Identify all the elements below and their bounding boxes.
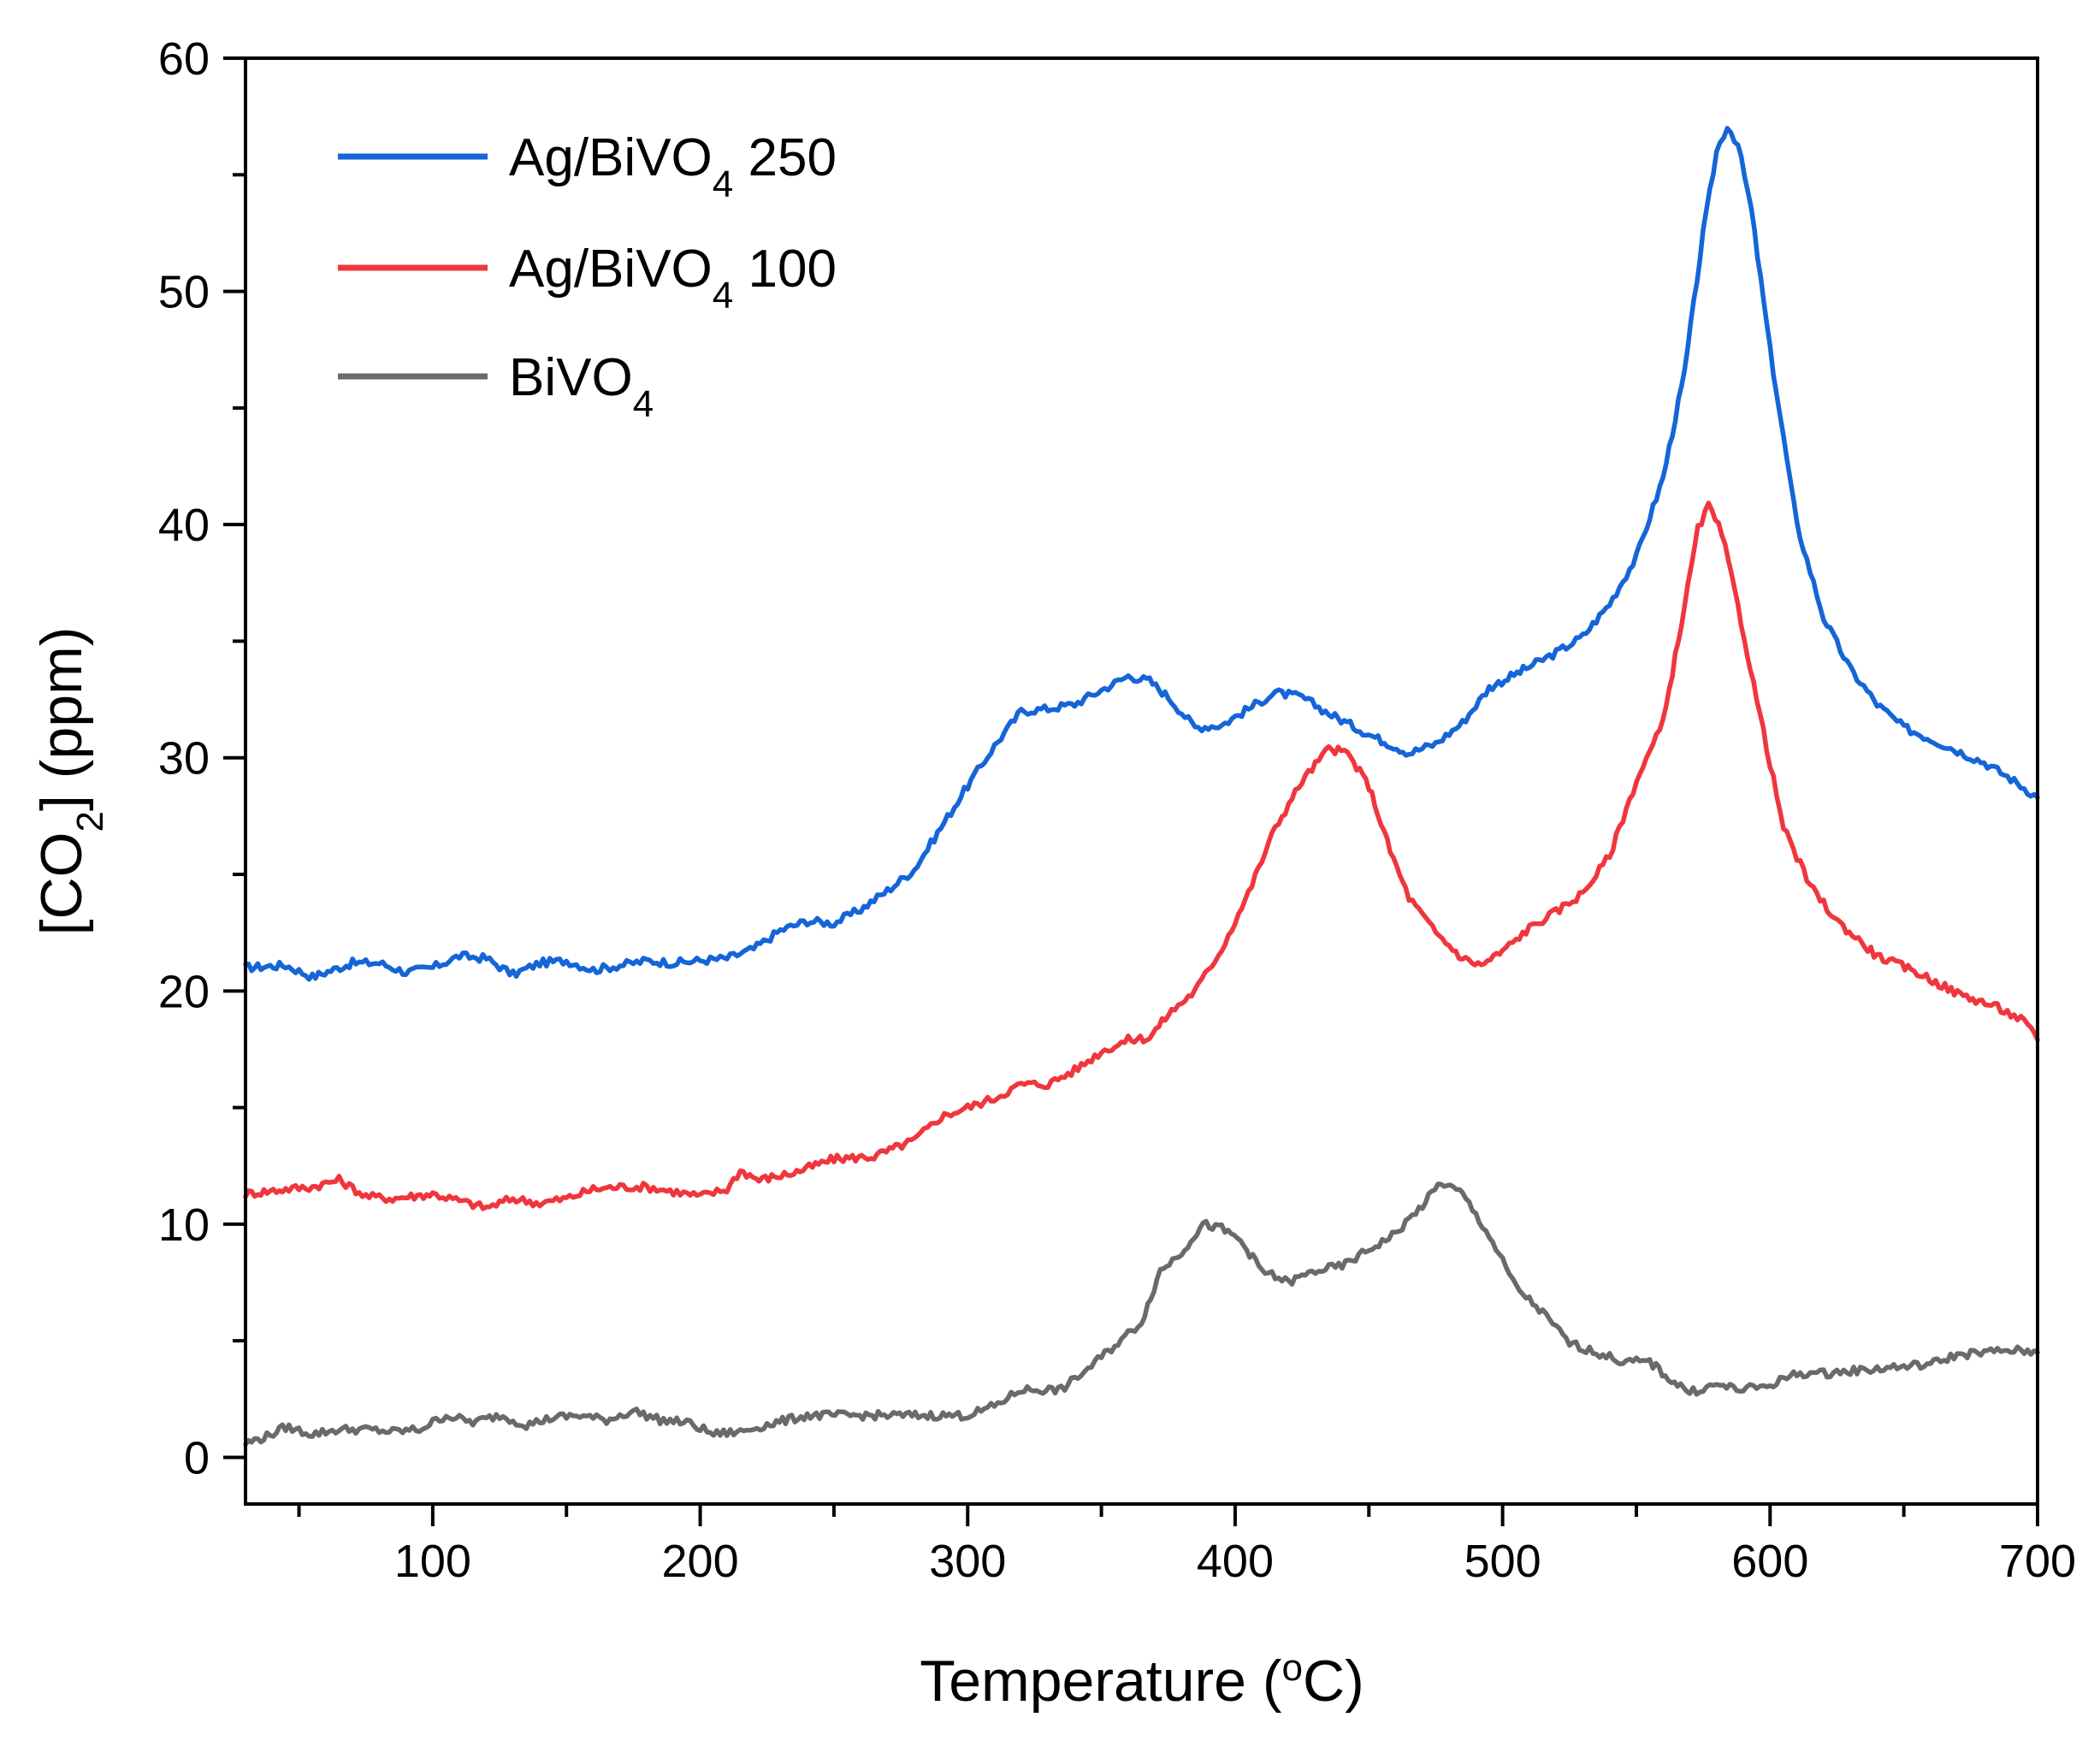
y-axis-title-sub: 2 [69, 811, 111, 832]
y-tick-label: 60 [158, 33, 210, 85]
x-tick-label: 500 [1464, 1536, 1541, 1587]
x-tick-label: 400 [1197, 1536, 1274, 1587]
x-tick-label: 100 [394, 1536, 471, 1587]
series-line-ag-bivo4-100 [243, 500, 2040, 1211]
y-tick-label: 10 [158, 1199, 210, 1251]
x-axis-title-tail: C) [1303, 1649, 1364, 1714]
legend-item-ag-bivo4-250: Ag/BiVO4 250 [338, 128, 837, 205]
x-tick-label: 600 [1731, 1536, 1808, 1587]
y-axis-title-main: [CO [29, 832, 94, 935]
y-tick-label: 20 [158, 966, 210, 1017]
legend-item-ag-bivo4-100: Ag/BiVO4 100 [338, 240, 837, 317]
x-tick-label: 200 [662, 1536, 739, 1587]
legend-label-bivo4: BiVO4 [509, 348, 654, 425]
legend-item-bivo4: BiVO4 [338, 348, 654, 425]
legend: Ag/BiVO4 250 Ag/BiVO4 100 BiVO4 [338, 128, 837, 425]
plot-layer [243, 126, 2040, 1448]
x-axis-title-sup: o [1282, 1647, 1303, 1689]
x-axis-title: Temperature (oC) [920, 1647, 1364, 1714]
y-tick-label: 50 [158, 267, 210, 318]
x-axis-title-main: Temperature ( [920, 1649, 1282, 1714]
x-axis: 100 200 300 400 500 600 700 [297, 1504, 2076, 1587]
x-tick-label: 700 [1999, 1536, 2076, 1587]
y-tick-label: 0 [184, 1432, 210, 1483]
legend-label-ag-bivo4-250: Ag/BiVO4 250 [509, 128, 837, 205]
y-tick-label: 30 [158, 733, 210, 785]
y-axis-title: [CO2] (ppm) [29, 627, 111, 936]
y-tick-label: 40 [158, 500, 210, 551]
x-tick-label: 300 [929, 1536, 1006, 1587]
plot-frame [244, 56, 2039, 1506]
series-line-ag-bivo4-250 [243, 126, 2040, 982]
y-axis: 0 10 20 30 40 50 60 [158, 33, 245, 1483]
y-axis-title-tail: ] (ppm) [29, 627, 94, 811]
series-line-bivo4 [243, 1181, 2040, 1448]
legend-label-ag-bivo4-100: Ag/BiVO4 100 [509, 240, 837, 317]
